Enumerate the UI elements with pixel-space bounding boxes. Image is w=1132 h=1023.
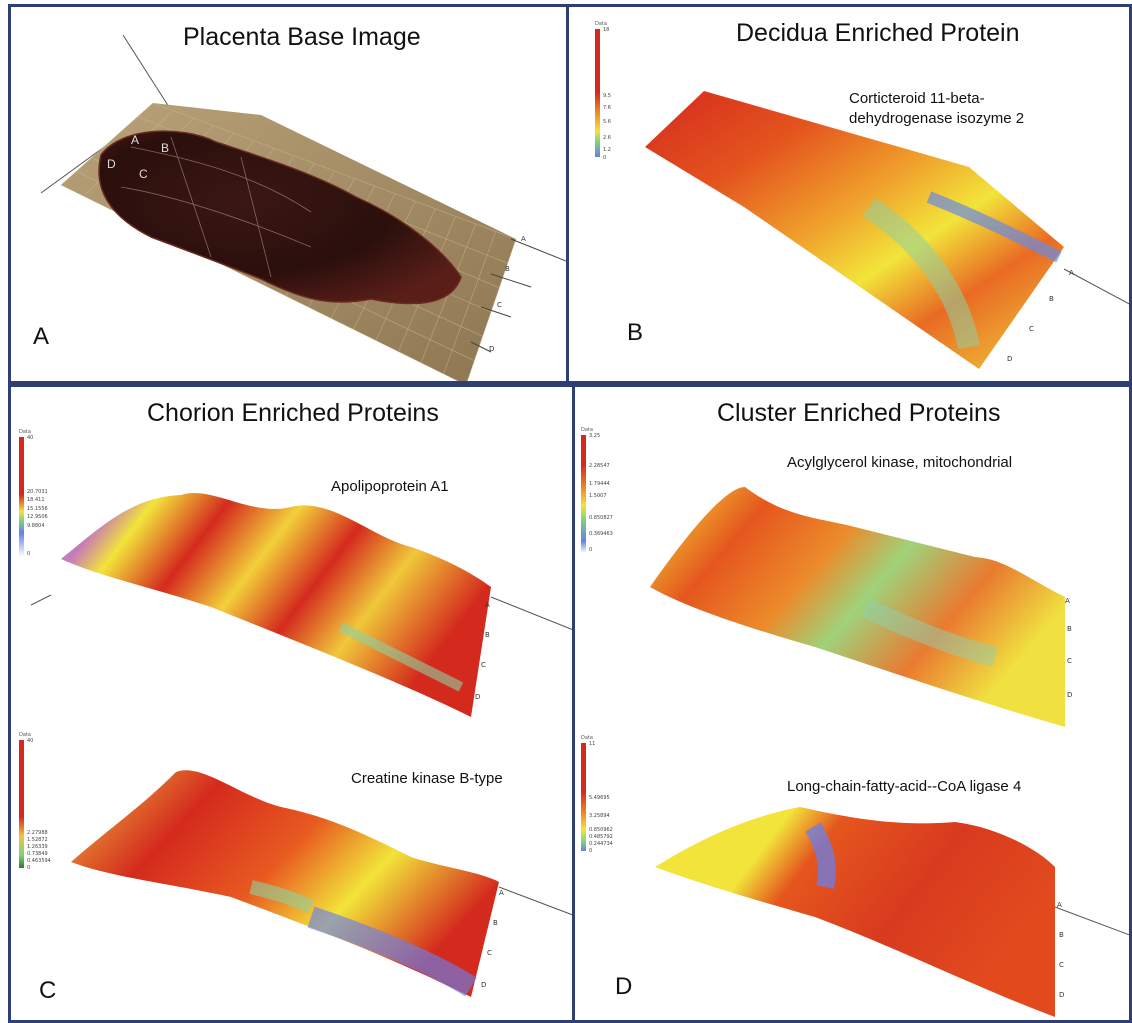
colorbar-tick: 18.411 bbox=[27, 497, 45, 503]
axis-letter-a: A bbox=[521, 235, 526, 243]
surface-d2 bbox=[655, 807, 1055, 1017]
colorbar-max: 40 bbox=[27, 738, 33, 744]
colorbar-min: 0 bbox=[589, 848, 592, 854]
region-label-b: B bbox=[161, 141, 169, 155]
colorbar-tick: 2.28547 bbox=[589, 463, 610, 469]
panel-b: Decidua Enriched Protein Corticteroid 11… bbox=[566, 4, 1132, 384]
colorbar-min: 0 bbox=[589, 547, 592, 553]
colorbar-tick: 1.5007 bbox=[589, 493, 607, 499]
colorbar-tick: 15.1556 bbox=[27, 506, 48, 512]
d1-axis-letter-b: B bbox=[1067, 625, 1072, 633]
colorbar-gradient bbox=[19, 437, 24, 557]
colorbar-gradient bbox=[581, 743, 586, 851]
colorbar-tick: 9.5 bbox=[603, 93, 611, 99]
d2-axis-letter-c: C bbox=[1059, 961, 1064, 969]
panel-b-label: B bbox=[627, 319, 643, 347]
colorbar-tick: 1.26339 bbox=[27, 844, 48, 850]
colorbar-tick: 5.49695 bbox=[589, 795, 610, 801]
cluster-surface-plots bbox=[575, 387, 1132, 1023]
colorbar-tick: 3.25894 bbox=[589, 813, 610, 819]
d2-axis-letter-d: D bbox=[1059, 991, 1064, 999]
b-axis-letter-b: B bbox=[1049, 295, 1054, 303]
colorbar-max: 3.25 bbox=[589, 433, 600, 439]
c2-axis-letter-d: D bbox=[481, 981, 486, 989]
colorbar-max: 11 bbox=[589, 741, 595, 747]
colorbar-gradient bbox=[19, 740, 24, 868]
c1-axis-letter-a: A bbox=[485, 601, 490, 609]
c1-axis-letter-b: B bbox=[485, 631, 490, 639]
colorbar-tick: 2.6 bbox=[603, 135, 611, 141]
colorbar-max: 18 bbox=[603, 27, 609, 33]
c2-axis-letter-a: A bbox=[499, 889, 504, 897]
region-label-c: C bbox=[139, 167, 148, 181]
d2-axis-letter-a: A bbox=[1057, 901, 1062, 909]
colorbar-gradient bbox=[581, 435, 586, 553]
colorbar-tick: 20.7031 bbox=[27, 489, 48, 495]
d1-axis-letter-a: A bbox=[1065, 597, 1070, 605]
colorbar-tick: 1.52872 bbox=[27, 837, 48, 843]
surface-c1 bbox=[61, 493, 491, 717]
panel-a-label: A bbox=[33, 323, 49, 351]
c2-axis-letter-c: C bbox=[487, 949, 492, 957]
colorbar-min: 0 bbox=[27, 865, 30, 871]
colorbar-max: 40 bbox=[27, 435, 33, 441]
panel-c: Chorion Enriched Proteins Apolipoprotein… bbox=[8, 384, 575, 1023]
colorbar-tick: 0.463594 bbox=[27, 858, 51, 864]
axis-letter-b: B bbox=[505, 265, 510, 273]
colorbar-tick: 5.6 bbox=[603, 119, 611, 125]
b-axis-letter-a: A bbox=[1069, 269, 1074, 277]
colorbar-tick: 1.79444 bbox=[589, 481, 610, 487]
region-label-d: D bbox=[107, 157, 116, 171]
colorbar-tick: 0.850962 bbox=[589, 827, 613, 833]
axis-letter-d: D bbox=[489, 345, 494, 353]
colorbar-tick: 1.2 bbox=[603, 147, 611, 153]
decidua-surface-plot bbox=[569, 7, 1132, 384]
panel-d-label: D bbox=[615, 973, 632, 1001]
colorbar-min: 0 bbox=[603, 155, 606, 161]
region-label-a: A bbox=[131, 133, 139, 147]
colorbar-tick: 0.244734 bbox=[589, 841, 613, 847]
colorbar-gradient bbox=[595, 29, 600, 157]
d2-axis-letter-b: B bbox=[1059, 931, 1064, 939]
b-axis-letter-d: D bbox=[1007, 355, 1012, 363]
colorbar-tick: 12.9506 bbox=[27, 514, 48, 520]
colorbar-tick: 0.369463 bbox=[589, 531, 613, 537]
d1-axis-letter-d: D bbox=[1067, 691, 1072, 699]
placenta-image bbox=[11, 7, 569, 384]
colorbar-tick: 0.73849 bbox=[27, 851, 48, 857]
c1-axis-letter-c: C bbox=[481, 661, 486, 669]
surface-d1 bbox=[650, 487, 1065, 727]
panel-d: Cluster Enriched Proteins Acylglycerol k… bbox=[572, 384, 1132, 1023]
colorbar-min: 0 bbox=[27, 551, 30, 557]
colorbar-tick: 0.485792 bbox=[589, 834, 613, 840]
panel-c-label: C bbox=[39, 977, 56, 1005]
colorbar-tick: 0.850827 bbox=[589, 515, 613, 521]
d1-axis-letter-c: C bbox=[1067, 657, 1072, 665]
axis-letter-c: C bbox=[497, 301, 502, 309]
c1-axis-letter-d: D bbox=[475, 693, 480, 701]
panel-a: Placenta Base Image A B C D A B D C A bbox=[8, 4, 569, 384]
chorion-surface-plots bbox=[11, 387, 575, 1023]
colorbar-tick: 2.27988 bbox=[27, 830, 48, 836]
b-axis-letter-c: C bbox=[1029, 325, 1034, 333]
c2-axis-letter-b: B bbox=[493, 919, 498, 927]
colorbar-tick: 9.8804 bbox=[27, 523, 45, 529]
colorbar-tick: 7.6 bbox=[603, 105, 611, 111]
